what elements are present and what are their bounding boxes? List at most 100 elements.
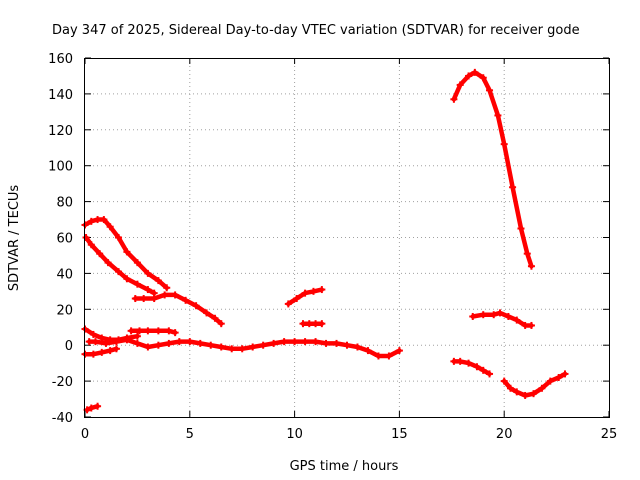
- data-point: [500, 377, 508, 385]
- data-point: [312, 320, 320, 328]
- data-point: [555, 374, 563, 382]
- data-point: [133, 280, 141, 288]
- series-arc11: [451, 70, 534, 269]
- data-point: [333, 339, 341, 347]
- data-point: [280, 338, 288, 346]
- data-point: [150, 295, 158, 303]
- data-point: [299, 320, 307, 328]
- data-point: [318, 286, 326, 294]
- data-point: [456, 357, 464, 365]
- y-axis-label: SDTVAR / TECUs: [7, 185, 22, 292]
- data-point: [479, 74, 487, 82]
- data-point: [144, 269, 152, 277]
- data-point: [144, 343, 152, 351]
- data-point: [513, 388, 521, 396]
- data-point: [133, 259, 141, 267]
- data-point: [527, 262, 535, 270]
- chart-title: Day 347 of 2025, Sidereal Day-to-day VTE…: [52, 23, 580, 38]
- y-tick-label: 140: [48, 88, 73, 103]
- data-point: [196, 339, 204, 347]
- y-tick-label: 60: [56, 232, 73, 247]
- data-point: [217, 320, 225, 328]
- data-point: [305, 320, 313, 328]
- x-axis-label: GPS time / hours: [290, 459, 399, 474]
- y-tick-label: 160: [48, 52, 73, 67]
- data-point: [163, 284, 171, 292]
- data-point: [98, 348, 106, 356]
- data-point: [87, 241, 95, 249]
- plot-frame: [84, 58, 610, 418]
- data-point: [115, 268, 123, 276]
- data-point: [521, 391, 529, 399]
- data-point: [395, 347, 403, 355]
- data-point: [238, 345, 246, 353]
- data-point: [89, 350, 97, 358]
- data-point: [171, 291, 179, 299]
- data-point: [98, 334, 106, 342]
- data-point: [144, 286, 152, 294]
- y-tick-label: 80: [56, 196, 73, 211]
- series-arc2: [83, 235, 157, 296]
- data-point: [270, 339, 278, 347]
- data-point: [133, 332, 141, 340]
- data-point: [479, 366, 487, 374]
- data-point: [165, 339, 173, 347]
- data-point: [509, 183, 517, 191]
- data-point: [456, 81, 464, 89]
- data-point: [171, 329, 179, 337]
- data-point: [82, 234, 90, 241]
- data-point: [165, 327, 173, 335]
- data-point: [312, 338, 320, 346]
- y-tick-label: 120: [48, 124, 73, 139]
- x-tick-label: 5: [186, 427, 194, 442]
- data-point: [469, 312, 477, 320]
- data-point: [374, 352, 382, 360]
- data-point: [364, 347, 372, 355]
- data-point: [102, 339, 110, 347]
- data-point: [473, 363, 481, 371]
- data-point: [385, 352, 393, 360]
- data-point: [486, 86, 494, 94]
- data-point: [91, 338, 99, 346]
- data-point: [154, 327, 162, 335]
- data-point: [94, 402, 102, 410]
- data-point: [161, 291, 169, 299]
- data-point: [479, 311, 487, 319]
- data-point: [521, 321, 529, 329]
- data-point: [353, 343, 361, 351]
- data-point: [115, 234, 123, 241]
- data-point: [186, 338, 194, 346]
- data-point: [154, 341, 162, 349]
- data-point: [127, 327, 135, 335]
- y-tick-label: 40: [56, 267, 73, 282]
- data-point: [249, 343, 257, 351]
- data-point: [318, 320, 326, 328]
- data-point: [112, 338, 120, 346]
- data-point: [131, 295, 139, 303]
- data-point: [140, 295, 148, 303]
- data-point: [175, 338, 183, 346]
- grid: [85, 58, 609, 417]
- data-point: [259, 341, 267, 349]
- data-point: [112, 345, 120, 353]
- data-point: [530, 390, 538, 398]
- data-point: [228, 345, 236, 353]
- data-series: [81, 68, 569, 414]
- data-point: [284, 300, 292, 308]
- data-point: [154, 277, 162, 285]
- data-point: [207, 341, 215, 349]
- data-point: [291, 338, 299, 346]
- y-tick-label: 0: [65, 339, 73, 354]
- data-point: [309, 287, 317, 295]
- data-point: [513, 316, 521, 324]
- data-point: [450, 357, 458, 365]
- data-point: [527, 321, 535, 329]
- y-tick-label: -20: [52, 375, 73, 390]
- data-point: [486, 370, 494, 378]
- data-point: [217, 343, 225, 351]
- data-point: [96, 250, 104, 258]
- x-tick-label: 15: [391, 427, 408, 442]
- data-point: [106, 347, 114, 355]
- y-tick-label: 20: [56, 303, 73, 318]
